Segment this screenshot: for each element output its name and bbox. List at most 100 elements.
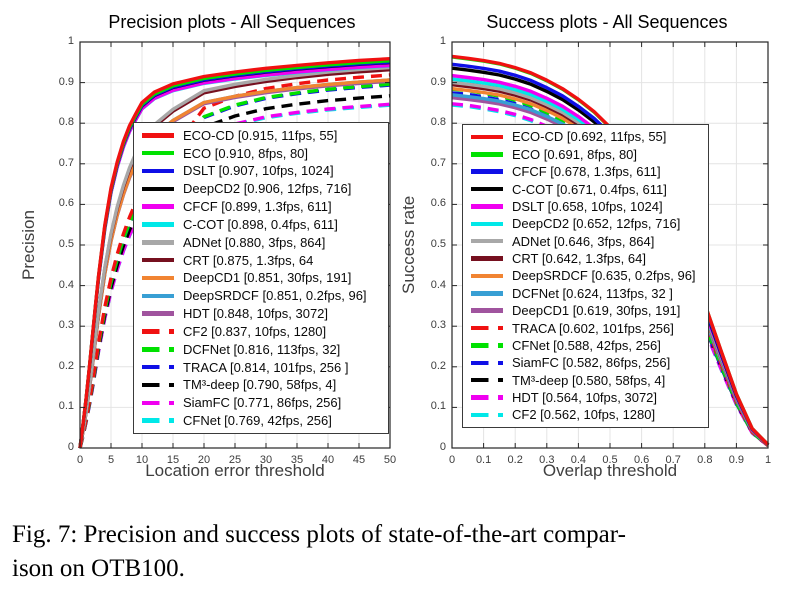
y-tick-label: 0.3 — [58, 319, 74, 332]
legend-label: SiamFC [0.582, 86fps, 256] — [512, 355, 671, 371]
legend-swatch — [142, 400, 174, 405]
legend-label: HDT [0.848, 10fps, 3072] — [183, 306, 329, 322]
legend-entry-TRACA: TRACA [0.814, 101fps, 256 ] — [134, 360, 388, 375]
x-tick-label: 0.9 — [728, 454, 745, 466]
x-tick-label: 35 — [290, 454, 304, 466]
legend-entry-DeepCD2: DeepCD2 [0.652, 12fps, 716] — [463, 216, 708, 231]
x-tick-label: 0.7 — [665, 454, 681, 466]
legend-swatch — [142, 204, 174, 209]
success-plot-legend: ECO-CD [0.692, 11fps, 55] ECO [0.691, 8fp… — [462, 124, 709, 428]
legend-entry-CFNet: CFNet [0.588, 42fps, 256] — [463, 338, 708, 353]
legend-swatch — [142, 418, 174, 423]
y-tick-label: 0.3 — [430, 319, 446, 332]
legend-entry-ECO-CD: ECO-CD [0.915, 11fps, 55] — [134, 128, 388, 143]
x-tick-label: 15 — [166, 454, 180, 466]
x-tick-label: 5 — [107, 454, 115, 466]
legend-swatch — [142, 257, 174, 263]
legend-label: CRT [0.642, 1.3fps, 64] — [512, 251, 646, 266]
y-tick-label: 0.9 — [58, 75, 74, 88]
legend-entry-ADNet: ADNet [0.646, 3fps, 864] — [463, 234, 708, 249]
y-tick-label: 0.8 — [430, 116, 446, 129]
y-tick-label: 0.5 — [58, 238, 74, 250]
legend-entry-DSLT: DSLT [0.658, 10fps, 1024] — [463, 199, 708, 214]
legend-entry-SiamFC: SiamFC [0.582, 86fps, 256] — [463, 355, 708, 370]
legend-swatch — [471, 221, 503, 226]
legend-entry-C-COT: C-COT [0.671, 0.4fps, 611] — [463, 182, 708, 197]
y-tick-label: 0.6 — [430, 197, 446, 210]
y-tick-label: 1 — [67, 35, 74, 47]
legend-swatch — [142, 364, 174, 370]
legend-swatch — [471, 377, 503, 383]
x-tick-label: 1 — [764, 454, 772, 466]
x-tick-label: 0.8 — [697, 454, 713, 466]
legend-label: CF2 [0.837, 10fps, 1280] — [183, 323, 327, 339]
legend-entry-DeepCD1: DeepCD1 [0.851, 30fps, 191] — [134, 270, 388, 285]
legend-entry-ECO: ECO [0.910, 8fps, 80] — [134, 146, 388, 161]
success-x-axis-label: Overlap threshold — [542, 461, 678, 480]
legend-label: DeepCD2 [0.906, 12fps, 716] — [183, 181, 352, 197]
x-tick-label: 10 — [135, 454, 149, 466]
curve-CF2 — [78, 73, 391, 449]
legend-label: ECO [0.691, 8fps, 80] — [512, 146, 638, 162]
legend-label: TRACA [0.602, 101fps, 256] — [512, 320, 674, 336]
y-tick-label: 0.4 — [430, 278, 446, 291]
legend-entry-C-COT: C-COT [0.898, 0.4fps, 611] — [134, 217, 388, 232]
legend-swatch — [471, 152, 503, 157]
legend-swatch — [471, 360, 503, 365]
y-tick-label: 0.2 — [430, 359, 446, 372]
legend-label: ECO-CD [0.915, 11fps, 55] — [183, 127, 338, 143]
legend-entry-HDT: HDT [0.848, 10fps, 3072] — [134, 306, 388, 321]
legend-swatch — [471, 256, 503, 261]
figure-caption: Fig. 7: Precision and success plots of s… — [0, 510, 802, 586]
legend-entry-DeepSRDCF: DeepSRDCF [0.635, 0.2fps, 96] — [463, 268, 708, 283]
legend-swatch — [142, 275, 174, 281]
legend-label: ADNet [0.880, 3fps, 864] — [183, 234, 326, 250]
y-tick-label: 0.9 — [430, 75, 446, 88]
legend-swatch — [142, 382, 174, 388]
legend-entry-CFNet: CFNet [0.769, 42fps, 256] — [134, 413, 388, 428]
legend-label: CFCF [0.899, 1.3fps, 611] — [183, 199, 332, 215]
legend-swatch — [142, 133, 174, 138]
curve-ECO-CD — [78, 57, 391, 449]
y-tick-label: 0.2 — [58, 359, 74, 372]
legend-swatch — [142, 347, 174, 352]
precision-y-axis-label: Precision — [19, 210, 38, 280]
caption-line-2: ison on OTB100. — [12, 555, 185, 582]
x-tick-label: 0 — [448, 454, 456, 466]
legend-entry-TM3-deep: TM³-deep [0.580, 58fps, 4] — [463, 373, 708, 388]
legend-entry-CF2: CF2 [0.562, 10fps, 1280] — [463, 407, 708, 422]
x-tick-label: 25 — [228, 454, 242, 466]
x-tick-label: 0.3 — [539, 454, 555, 466]
legend-entry-ECO: ECO [0.691, 8fps, 80] — [463, 147, 708, 162]
legend-label: TM³-deep [0.790, 58fps, 4] — [183, 377, 337, 393]
legend-label: DeepCD2 [0.652, 12fps, 716] — [512, 216, 681, 232]
legend-label: HDT [0.564, 10fps, 3072] — [512, 390, 658, 405]
legend-label: CRT [0.875, 1.3fps, 64 — [183, 252, 314, 268]
caption-line-1: Fig. 7: Precision and success plots of s… — [12, 521, 626, 548]
y-tick-label: 0.5 — [430, 238, 446, 250]
y-tick-label: 0.7 — [58, 156, 74, 169]
legend-entry-DeepCD2: DeepCD2 [0.906, 12fps, 716] — [134, 181, 388, 196]
y-tick-label: 0.4 — [58, 278, 74, 291]
legend-label: ADNet [0.646, 3fps, 864] — [512, 233, 655, 249]
legend-label: CF2 [0.562, 10fps, 1280] — [512, 407, 656, 423]
precision-plot-title: Precision plots - All Sequences — [108, 12, 356, 32]
x-tick-label: 30 — [259, 454, 273, 466]
x-tick-label: 20 — [197, 454, 211, 466]
legend-entry-CFCF: CFCF [0.678, 1.3fps, 611] — [463, 164, 708, 179]
legend-label: ECO-CD [0.692, 11fps, 55] — [512, 129, 667, 145]
x-tick-label: 0.5 — [602, 454, 618, 466]
legend-entry-DeepCD1: DeepCD1 [0.619, 30fps, 191] — [463, 303, 708, 318]
y-tick-label: 0.7 — [430, 156, 446, 169]
legend-label: DeepCD1 [0.851, 30fps, 191] — [183, 270, 352, 286]
legend-swatch — [471, 134, 503, 140]
legend-label: DSLT [0.658, 10fps, 1024] — [512, 198, 663, 214]
legend-label: C-COT [0.898, 0.4fps, 611] — [183, 216, 338, 232]
legend-swatch — [471, 169, 503, 174]
y-tick-label: 1 — [439, 35, 446, 47]
legend-entry-ECO-CD: ECO-CD [0.692, 11fps, 55] — [463, 129, 708, 144]
legend-swatch — [471, 343, 503, 348]
legend-entry-DeepSRDCF: DeepSRDCF [0.851, 0.2fps, 96] — [134, 288, 388, 303]
precision-x-axis-label: Location error threshold — [145, 461, 325, 480]
legend-entry-HDT: HDT [0.564, 10fps, 3072] — [463, 390, 708, 405]
